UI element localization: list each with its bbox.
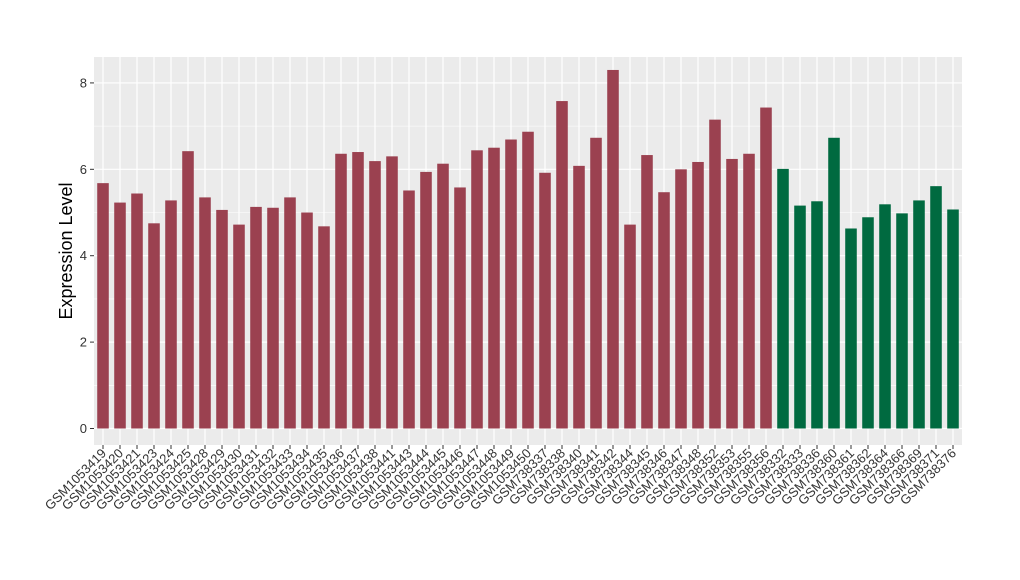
bar-GSM1053431 bbox=[250, 206, 262, 429]
bar-GSM738347 bbox=[675, 169, 687, 429]
bars bbox=[97, 69, 959, 429]
bar-GSM738340 bbox=[573, 165, 585, 429]
y-tick-label: 4 bbox=[80, 248, 87, 263]
bar-GSM738337 bbox=[539, 172, 551, 429]
bar-GSM738356 bbox=[760, 107, 772, 429]
bar-GSM738353 bbox=[726, 158, 738, 429]
bar-GSM738360 bbox=[828, 137, 840, 429]
bar-GSM1053423 bbox=[148, 223, 160, 429]
bar-GSM1053436 bbox=[335, 153, 347, 429]
bar-GSM1053441 bbox=[386, 156, 398, 429]
y-tick-label: 6 bbox=[80, 162, 87, 177]
bar-GSM738355 bbox=[743, 153, 755, 429]
bar-GSM738338 bbox=[556, 101, 568, 429]
bar-GSM738352 bbox=[709, 119, 721, 429]
bar-GSM738366 bbox=[896, 213, 908, 429]
bar-GSM1053438 bbox=[369, 161, 381, 429]
bar-GSM738362 bbox=[862, 217, 874, 429]
bar-GSM1053425 bbox=[182, 151, 194, 429]
bar-GSM1053450 bbox=[522, 131, 534, 429]
bar-GSM1053433 bbox=[284, 197, 296, 429]
bar-GSM738376 bbox=[947, 209, 959, 429]
bar-GSM738333 bbox=[794, 205, 806, 429]
bar-GSM1053435 bbox=[318, 226, 330, 429]
bar-GSM1053445 bbox=[437, 163, 449, 429]
bar-GSM738371 bbox=[930, 186, 942, 429]
y-tick-label: 0 bbox=[80, 421, 87, 436]
bar-GSM1053428 bbox=[199, 197, 211, 429]
bar-GSM738341 bbox=[590, 137, 602, 429]
y-axis-title: Expression Level bbox=[56, 182, 76, 319]
bar-GSM1053424 bbox=[165, 200, 177, 429]
bar-GSM1053430 bbox=[233, 224, 245, 429]
bar-GSM1053419 bbox=[97, 183, 109, 429]
bar-GSM1053446 bbox=[454, 187, 466, 429]
bar-GSM1053444 bbox=[420, 171, 432, 429]
bar-GSM1053420 bbox=[114, 202, 126, 429]
bar-GSM1053437 bbox=[352, 152, 364, 429]
bar-GSM1053449 bbox=[505, 139, 517, 429]
bar-GSM738336 bbox=[811, 201, 823, 429]
bar-GSM738332 bbox=[777, 168, 789, 429]
bar-GSM738345 bbox=[641, 155, 653, 429]
bar-GSM738369 bbox=[913, 200, 925, 429]
bar-GSM1053429 bbox=[216, 209, 228, 429]
bar-GSM738342 bbox=[607, 69, 619, 429]
bar-GSM738361 bbox=[845, 228, 857, 429]
bar-GSM1053432 bbox=[267, 207, 279, 429]
y-tick-label: 8 bbox=[80, 75, 87, 90]
bar-GSM1053443 bbox=[403, 190, 415, 429]
bar-GSM738348 bbox=[692, 161, 704, 429]
y-axis: 0 2 4 6 8 bbox=[80, 75, 94, 436]
bar-GSM1053434 bbox=[301, 212, 313, 429]
bar-GSM1053448 bbox=[488, 147, 500, 429]
y-tick-label: 2 bbox=[80, 335, 87, 350]
x-axis: GSM1053419GSM1053420GSM1053421GSM1053423… bbox=[42, 445, 959, 513]
bar-GSM1053447 bbox=[471, 150, 483, 429]
bar-GSM738344 bbox=[624, 224, 636, 429]
bar-GSM738364 bbox=[879, 204, 891, 429]
bar-GSM1053421 bbox=[131, 193, 143, 429]
bar-GSM738346 bbox=[658, 192, 670, 429]
